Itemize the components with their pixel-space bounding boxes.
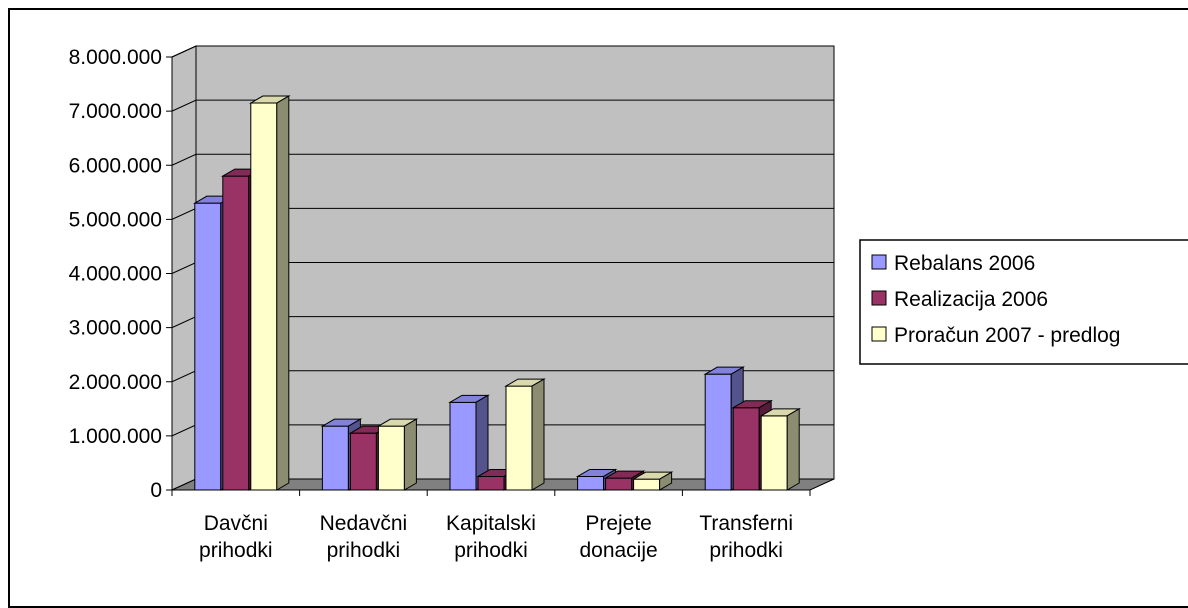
x-category-label-line: Kapitalski xyxy=(446,512,536,535)
x-category-label-line: Transferni xyxy=(699,512,793,535)
bar-front xyxy=(321,425,349,491)
x-category-label: Nedavčni prihodki xyxy=(320,512,408,562)
legend-label: Realizacija 2006 xyxy=(894,288,1048,311)
bar xyxy=(376,418,419,491)
y-tick-label: 4.000.000 xyxy=(69,263,162,286)
gridline xyxy=(171,99,834,112)
bar xyxy=(448,394,490,491)
x-category-label-line: Davčni xyxy=(204,512,268,535)
legend-swatch xyxy=(871,254,887,270)
x-category-label: Prejete donacije xyxy=(579,512,657,562)
bar-front xyxy=(250,102,278,491)
bar-side xyxy=(659,471,673,491)
bar-side xyxy=(786,407,800,491)
gridline xyxy=(171,45,834,58)
bar-front xyxy=(477,475,505,491)
x-category-label-line: prihodki xyxy=(199,539,273,562)
legend-label: Proračun 2007 - predlog xyxy=(894,324,1120,347)
y-tick-label: 6.000.000 xyxy=(69,154,162,177)
y-tick-label: 5.000.000 xyxy=(69,208,162,231)
bar-front xyxy=(377,425,405,491)
y-tick-label: 8.000.000 xyxy=(69,46,162,69)
bar-front xyxy=(704,373,732,491)
bar-side xyxy=(531,378,545,491)
bar-front xyxy=(194,202,222,491)
y-tick-label: 1.000.000 xyxy=(69,425,162,448)
legend-swatch xyxy=(871,326,887,342)
bar-front xyxy=(449,401,477,491)
legend-box xyxy=(859,239,1188,365)
x-category-label-line: prihodki xyxy=(327,539,401,562)
bar xyxy=(504,378,546,491)
bar-side xyxy=(403,418,417,491)
bar-front xyxy=(633,478,661,491)
y-tick-label: 2.000.000 xyxy=(69,371,162,394)
bar-front xyxy=(222,175,250,491)
bar-front xyxy=(505,385,533,491)
legend-label: Rebalans 2006 xyxy=(894,252,1035,275)
y-tick-label: 3.000.000 xyxy=(69,317,162,340)
bar-front xyxy=(349,432,377,491)
bar-front xyxy=(605,477,633,491)
legend-swatch xyxy=(871,290,887,306)
y-tick-label: 7.000.000 xyxy=(69,100,162,123)
bar-front xyxy=(577,475,605,491)
bar xyxy=(248,95,291,491)
y-tick-label: 0 xyxy=(150,479,162,502)
bar-side xyxy=(276,95,290,491)
bar-front xyxy=(732,407,760,491)
x-category-label-line: donacije xyxy=(579,539,657,562)
x-category-label-line: prihodki xyxy=(709,539,783,562)
x-category-label: Kapitalski prihodki xyxy=(446,512,536,562)
x-category-label: Transferni prihodki xyxy=(699,512,793,562)
x-category-label-line: Nedavčni xyxy=(320,512,408,535)
x-category-label-line: Prejete xyxy=(585,512,652,535)
gridline xyxy=(171,153,834,166)
bar xyxy=(759,407,802,491)
bar xyxy=(631,471,674,491)
bar-chart: 0 1.000.000 2.000.000 3.000.000 4.000.000 5.0… xyxy=(69,45,1188,562)
bar-front xyxy=(760,415,788,491)
x-category-label-line: prihodki xyxy=(454,539,528,562)
x-category-label: Davčni prihodki xyxy=(199,512,273,562)
